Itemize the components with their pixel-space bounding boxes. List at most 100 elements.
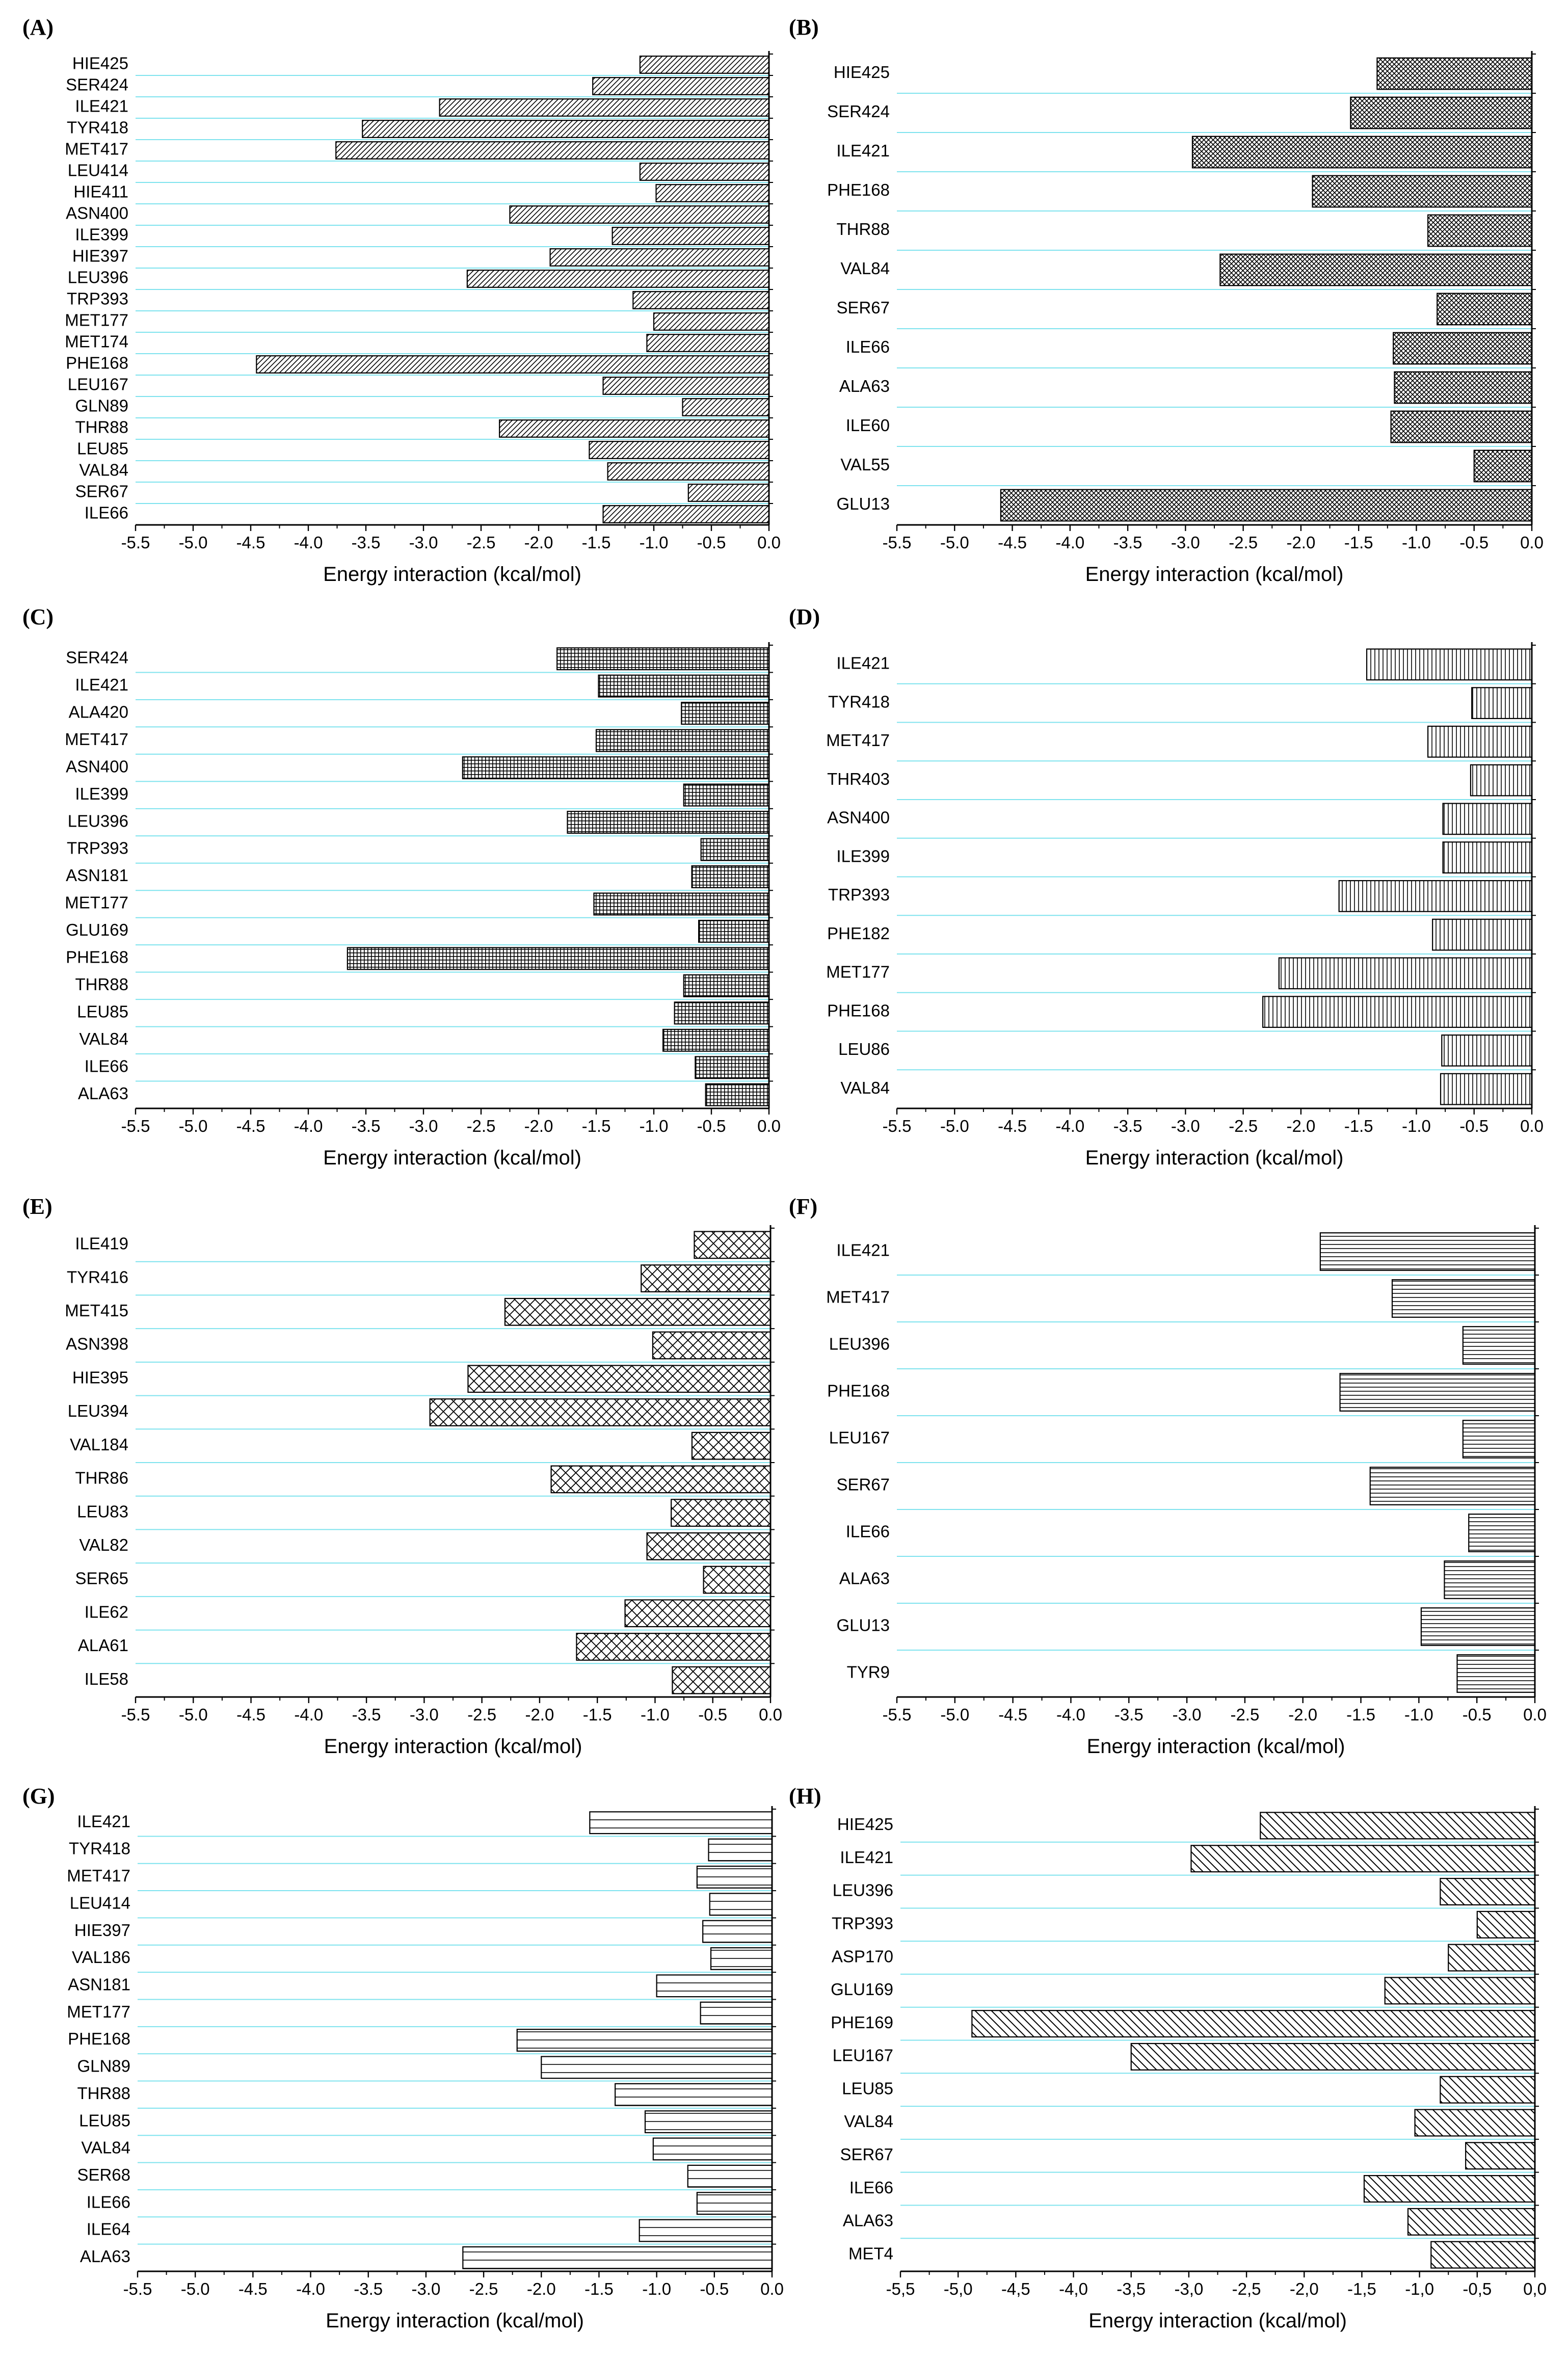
category-label: VAL84: [79, 1029, 128, 1048]
x-tick-label: -4.5: [998, 533, 1027, 552]
x-tick-label: -3.0: [409, 533, 438, 552]
chart-panel-b: (B) HIE425 SER424 ILE421 PHE168 THR88 VAL84 SER…: [789, 15, 1544, 586]
category-label: THR88: [75, 975, 128, 994]
category-label: MET174: [65, 332, 128, 351]
category-label: PHE168: [827, 1001, 890, 1020]
bar-ser67: [687, 484, 770, 502]
chart-panel-e: (E) ILE419 TYR416 MET415 ASN398 HIE395 LEU394 V…: [22, 1194, 782, 1758]
panel-label: (E): [22, 1194, 52, 1219]
x-tick-label: -5.0: [940, 1117, 969, 1135]
bar-ala63: [1444, 1560, 1536, 1599]
category-label: VAL184: [70, 1435, 128, 1454]
category-label: THR86: [75, 1469, 128, 1488]
bar-trp393: [632, 291, 770, 309]
category-label: LEU396: [833, 1881, 893, 1900]
bar-thr88: [683, 974, 770, 997]
category-label: HIE411: [73, 182, 128, 201]
category-label: ILE66: [846, 337, 890, 356]
bar-asn400: [462, 756, 770, 780]
category-label: ILE421: [77, 1812, 130, 1831]
category-label: LEU414: [70, 1893, 130, 1912]
x-tick-label: -3.0: [1171, 1117, 1200, 1135]
bar-ile58: [672, 1666, 772, 1694]
x-tick-label: -1.5: [583, 1705, 612, 1724]
category-label: ILE64: [87, 2220, 130, 2239]
bar-ala61: [576, 1633, 772, 1661]
category-label: GLU169: [66, 920, 128, 939]
bar-glu13: [1000, 489, 1533, 522]
x-tick-label: -0,5: [1463, 2279, 1492, 2298]
x-tick-label: -0.5: [1459, 533, 1489, 552]
bar-leu396: [567, 811, 770, 834]
bar-gln89: [682, 398, 770, 416]
bar-glu169: [698, 919, 770, 943]
bar-ile60: [1390, 410, 1533, 443]
bar-phe168: [256, 355, 770, 374]
category-label: ILE58: [85, 1669, 128, 1688]
category-label: THR88: [77, 2084, 130, 2103]
bar-leu167: [1130, 2043, 1536, 2071]
category-label: HIE425: [72, 54, 128, 73]
bar-leu396: [1462, 1326, 1536, 1365]
x-tick-label: -4.5: [236, 1705, 265, 1724]
category-label: SER424: [66, 648, 128, 667]
x-tick-label: -2.5: [1230, 1705, 1259, 1724]
x-tick-label: -1.5: [584, 2279, 614, 2298]
bar-asn400: [1442, 803, 1533, 835]
category-label: GLU169: [831, 1980, 893, 1999]
bar-ser424: [1350, 96, 1533, 129]
bar-ile399: [612, 227, 770, 245]
category-label: VAL84: [840, 1078, 890, 1097]
panel-label: (D): [789, 604, 820, 629]
bar-leu394: [429, 1398, 772, 1426]
category-label: PHE168: [66, 948, 128, 967]
x-tick-label: 0.0: [760, 2279, 784, 2298]
x-tick-label: -0.5: [698, 1705, 727, 1724]
x-tick-label: -2.5: [469, 2279, 498, 2298]
category-label: TYR416: [67, 1267, 128, 1286]
category-label: TYR418: [828, 692, 890, 711]
category-label: VAL84: [79, 461, 128, 480]
category-label: ILE62: [85, 1602, 128, 1621]
panel-label: (G): [22, 1784, 55, 1809]
category-label: SER424: [66, 75, 128, 94]
bar-met4: [1430, 2241, 1536, 2269]
category-label: MET415: [65, 1301, 128, 1320]
category-label: ASN181: [68, 1975, 130, 1994]
category-label: ILE66: [849, 2178, 893, 2197]
category-label: GLU13: [836, 494, 890, 513]
category-label: ILE421: [836, 654, 890, 673]
bar-met177: [593, 892, 770, 916]
bar-phe169: [971, 2010, 1536, 2038]
bar-leu414: [639, 163, 770, 181]
panel-label: (F): [789, 1194, 817, 1219]
category-label: TRP393: [67, 289, 128, 308]
category-label: MET417: [826, 731, 890, 750]
bar-phe182: [1432, 918, 1533, 951]
bar-ser424: [556, 647, 770, 671]
category-label: MET177: [67, 2002, 130, 2021]
x-axis-title: Energy interaction (kcal/mol): [323, 563, 581, 586]
x-tick-label: -5.0: [179, 1117, 208, 1135]
category-label: ALA420: [69, 702, 128, 721]
bar-phe168: [1339, 1373, 1536, 1412]
bar-ile64: [639, 2219, 773, 2242]
category-label: HIE397: [74, 1921, 130, 1940]
bar-val84: [607, 462, 770, 481]
chart-panel-c: (C) SER424 ILE421 ALA420 MET417 ASN400 ILE399 L…: [22, 604, 781, 1169]
x-tick-label: -5.0: [179, 533, 208, 552]
bar-tyr418: [708, 1838, 773, 1862]
category-label: PHE168: [68, 2029, 130, 2048]
panel-label: (H): [789, 1784, 821, 1809]
bar-leu85: [589, 441, 770, 459]
x-tick-label: -2.0: [1288, 1705, 1317, 1724]
category-label: PHE168: [827, 1382, 890, 1400]
category-label: ILE421: [75, 675, 128, 694]
bar-phe168: [347, 947, 770, 970]
bar-ser67: [1465, 2142, 1536, 2170]
x-tick-label: -1.0: [1402, 1117, 1431, 1135]
panel-label: (C): [22, 604, 54, 629]
category-label: VAL84: [844, 2112, 893, 2131]
category-label: VAL186: [72, 1948, 130, 1967]
category-label: TRP393: [67, 839, 128, 858]
